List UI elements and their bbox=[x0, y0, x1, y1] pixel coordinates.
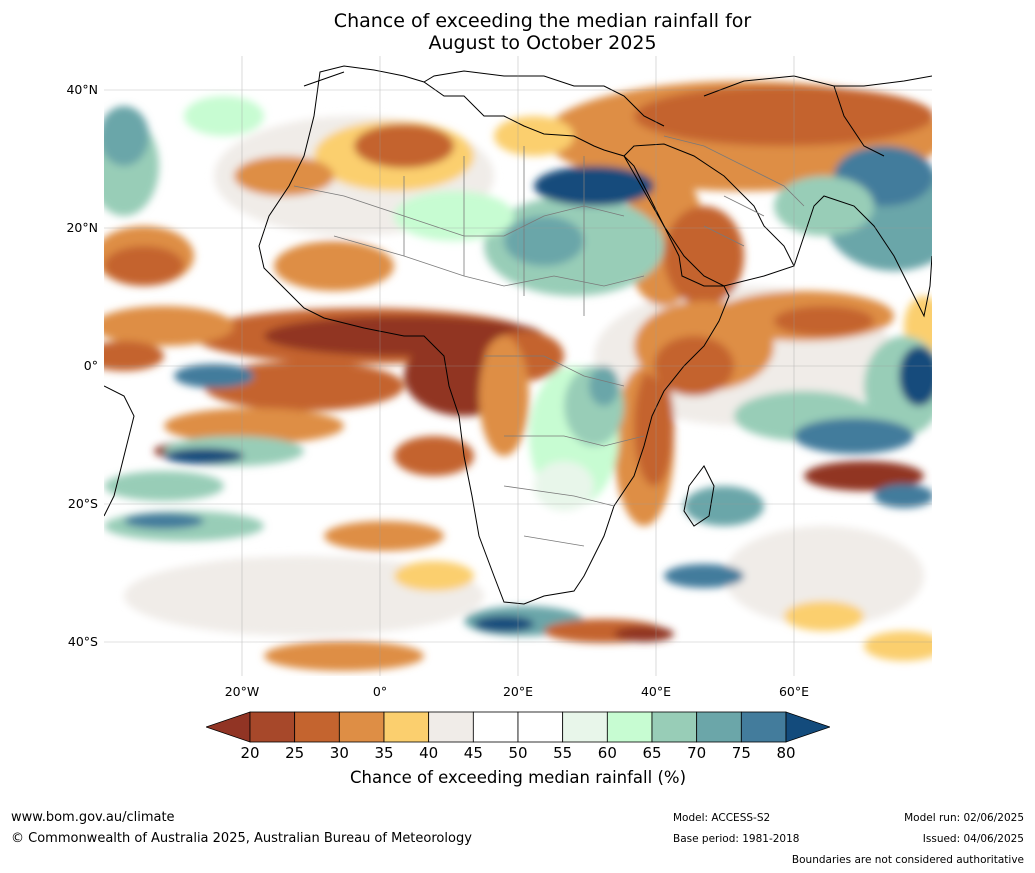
colorbar-segment bbox=[472, 711, 519, 743]
colorbar-segment bbox=[562, 711, 608, 743]
lon-label-0: 0° bbox=[372, 684, 388, 699]
probability-field bbox=[104, 81, 932, 671]
colorbar-tick-label: 20 bbox=[240, 744, 260, 762]
copyright-text: © Commonwealth of Australia 2025, Austra… bbox=[11, 831, 472, 846]
colorbar-tick-label: 55 bbox=[553, 744, 573, 762]
website-link[interactable]: www.bom.gov.au/climate bbox=[11, 810, 175, 825]
lon-label-20e: 20°E bbox=[502, 684, 534, 699]
colorbar bbox=[206, 711, 830, 743]
lon-label-20w: 20°W bbox=[224, 684, 260, 699]
colorbar-title: Chance of exceeding median rainfall (%) bbox=[349, 768, 687, 787]
colorbar-segment bbox=[517, 711, 564, 743]
colorbar-tick-label: 35 bbox=[374, 744, 394, 762]
lat-label-40s: 40°S bbox=[67, 634, 98, 649]
lon-label-40e: 40°E bbox=[640, 684, 672, 699]
model-run-text: Model run: 02/06/2025 bbox=[904, 812, 1024, 824]
colorbar-tick-label: 40 bbox=[419, 744, 439, 762]
colorbar-segment bbox=[294, 711, 340, 743]
colorbar-tick-label: 80 bbox=[776, 744, 796, 762]
coastlines bbox=[104, 65, 932, 605]
colorbar-tick-label: 50 bbox=[508, 744, 528, 762]
colorbar-segment bbox=[249, 711, 296, 743]
colorbar-tick-label: 60 bbox=[597, 744, 617, 762]
colorbar-under-arrow bbox=[206, 711, 251, 743]
title-line-1: Chance of exceeding the median rainfall … bbox=[333, 10, 752, 32]
colorbar-tick-label: 75 bbox=[731, 744, 751, 762]
base-period-text: Base period: 1981-2018 bbox=[673, 833, 800, 845]
colorbar-segment bbox=[383, 711, 430, 743]
lon-label-60e: 60°E bbox=[778, 684, 810, 699]
disclaimer-text: Boundaries are not considered authoritat… bbox=[791, 854, 1024, 866]
colorbar-segment bbox=[338, 711, 385, 743]
colorbar-segment bbox=[651, 711, 698, 743]
issued-text: Issued: 04/06/2025 bbox=[922, 833, 1024, 845]
colorbar-segment bbox=[740, 711, 787, 743]
lat-label-40n: 40°N bbox=[66, 82, 98, 97]
colorbar-tick-label: 65 bbox=[642, 744, 662, 762]
colorbar-segment bbox=[606, 711, 653, 743]
colorbar-tick-label: 70 bbox=[687, 744, 707, 762]
model-text: Model: ACCESS-S2 bbox=[673, 812, 771, 824]
lat-label-20n: 20°N bbox=[66, 220, 98, 235]
colorbar-tick-label: 30 bbox=[329, 744, 349, 762]
colorbar-tick-label: 25 bbox=[285, 744, 305, 762]
colorbar-tick-label: 45 bbox=[463, 744, 483, 762]
lat-label-20s: 20°S bbox=[67, 496, 98, 511]
colorbar-segment bbox=[696, 711, 742, 743]
title-line-2: August to October 2025 bbox=[428, 32, 657, 54]
graticule bbox=[104, 56, 932, 676]
rainfall-probability-map bbox=[104, 56, 932, 676]
colorbar-segment bbox=[428, 711, 474, 743]
chart-title: Chance of exceeding the median rainfall … bbox=[0, 10, 1035, 54]
lat-label-0: 0° bbox=[83, 358, 98, 373]
colorbar-over-arrow bbox=[785, 711, 830, 743]
